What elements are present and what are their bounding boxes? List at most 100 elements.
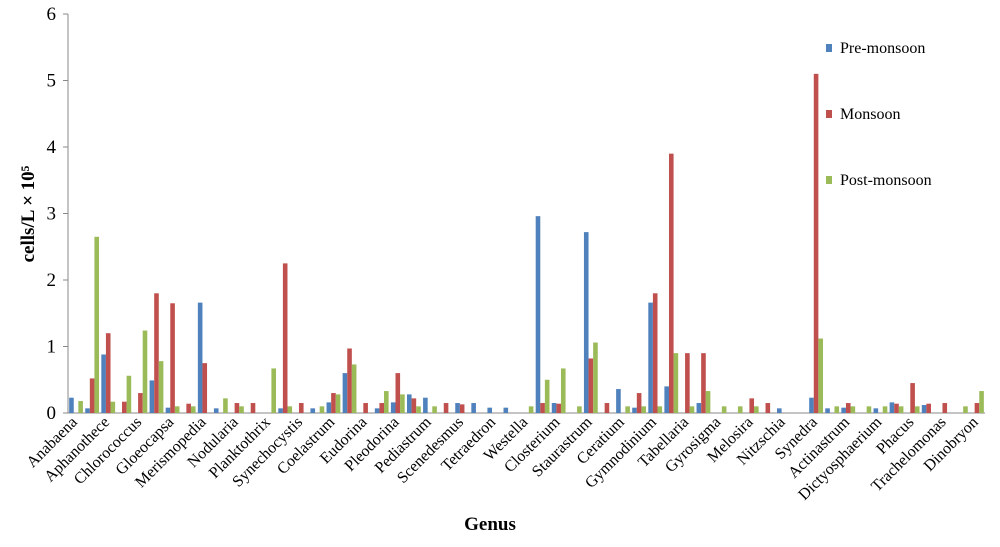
y-tick-label: 6 bbox=[47, 4, 57, 25]
bar bbox=[813, 73, 819, 413]
bar bbox=[78, 401, 83, 413]
bar bbox=[271, 368, 276, 413]
bar bbox=[636, 393, 642, 413]
bar bbox=[754, 406, 759, 413]
bar bbox=[765, 403, 771, 413]
bar bbox=[632, 407, 637, 413]
bar bbox=[234, 403, 240, 413]
bar bbox=[142, 330, 148, 413]
bar bbox=[974, 403, 980, 413]
bar bbox=[471, 403, 476, 413]
legend-label: Post-monsoon bbox=[840, 172, 932, 189]
legend-label: Pre-monsoon bbox=[840, 40, 925, 57]
y-tick-label: 5 bbox=[47, 71, 57, 92]
bar bbox=[197, 302, 203, 413]
bar bbox=[351, 364, 357, 413]
bar bbox=[170, 303, 175, 413]
bar bbox=[834, 406, 840, 413]
bar bbox=[395, 373, 401, 413]
bar bbox=[616, 389, 621, 413]
bar bbox=[664, 386, 669, 413]
bar bbox=[583, 232, 589, 413]
bar bbox=[926, 403, 931, 413]
bar bbox=[749, 398, 755, 413]
y-tick-label: 4 bbox=[47, 137, 57, 158]
bar bbox=[898, 406, 904, 413]
bar bbox=[202, 363, 208, 413]
bar bbox=[379, 403, 385, 413]
bar bbox=[101, 354, 106, 413]
bar bbox=[423, 397, 428, 413]
bar bbox=[963, 406, 968, 413]
bar bbox=[432, 406, 437, 413]
bar bbox=[921, 405, 927, 413]
bar bbox=[979, 391, 984, 413]
bar bbox=[165, 407, 171, 413]
y-tick-label: 2 bbox=[47, 270, 57, 291]
bar bbox=[701, 353, 706, 413]
bar bbox=[158, 361, 164, 413]
bar bbox=[604, 403, 610, 413]
bar bbox=[841, 407, 846, 413]
bar bbox=[696, 403, 702, 413]
legend-swatch bbox=[826, 110, 832, 118]
bar bbox=[535, 216, 541, 413]
bar bbox=[310, 408, 316, 413]
bar bbox=[455, 403, 460, 413]
bar bbox=[894, 403, 899, 413]
bar bbox=[287, 406, 293, 413]
bar bbox=[641, 406, 647, 413]
bar bbox=[577, 406, 582, 413]
bar bbox=[668, 153, 674, 413]
bar bbox=[223, 398, 228, 413]
bar bbox=[174, 406, 180, 413]
bar bbox=[737, 406, 743, 413]
bar bbox=[544, 379, 550, 413]
bar bbox=[363, 403, 368, 413]
y-tick-label: 0 bbox=[47, 403, 57, 424]
bar bbox=[705, 391, 711, 413]
bar bbox=[347, 348, 352, 413]
bar bbox=[914, 406, 920, 413]
bar bbox=[85, 408, 90, 413]
bar bbox=[873, 408, 879, 413]
bar bbox=[818, 338, 823, 413]
bar bbox=[105, 333, 111, 413]
bar bbox=[889, 402, 895, 413]
bar bbox=[560, 368, 566, 413]
bar bbox=[298, 403, 304, 413]
bar bbox=[721, 406, 727, 413]
bar bbox=[384, 391, 389, 413]
bar bbox=[777, 408, 782, 413]
bar bbox=[528, 406, 534, 413]
bar bbox=[326, 402, 332, 413]
bar bbox=[110, 401, 116, 413]
legend-swatch bbox=[826, 176, 832, 184]
y-tick-label: 1 bbox=[47, 337, 57, 358]
bar bbox=[250, 403, 256, 413]
bar bbox=[335, 394, 341, 413]
bar bbox=[390, 402, 396, 413]
bar bbox=[154, 293, 159, 413]
bar bbox=[593, 342, 598, 413]
bar bbox=[503, 407, 509, 413]
bar bbox=[942, 403, 948, 413]
bar bbox=[850, 406, 856, 413]
bar bbox=[411, 398, 417, 413]
bar bbox=[122, 401, 127, 413]
bar bbox=[213, 408, 219, 413]
bar bbox=[551, 403, 557, 413]
bar bbox=[138, 393, 143, 413]
bar bbox=[825, 408, 830, 413]
bar bbox=[648, 302, 653, 413]
bar bbox=[89, 378, 95, 413]
bar bbox=[342, 373, 348, 413]
bar bbox=[406, 394, 412, 413]
bar bbox=[331, 393, 336, 413]
bar bbox=[69, 397, 74, 413]
bar bbox=[443, 403, 449, 413]
bar bbox=[149, 380, 155, 413]
bar bbox=[126, 375, 132, 413]
bar bbox=[94, 236, 100, 413]
